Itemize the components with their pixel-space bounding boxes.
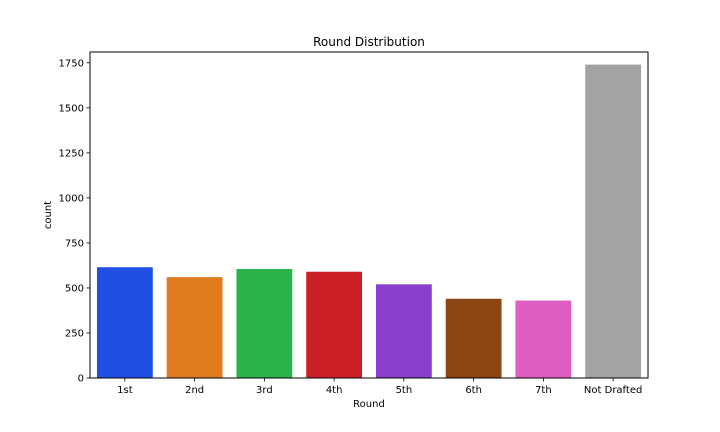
y-axis-label: count [43,201,54,229]
y-tick-label: 500 [65,283,84,294]
y-tick-label: 750 [65,238,84,249]
y-tick-label: 1250 [59,148,84,159]
bar-3rd [236,269,293,378]
x-tick-label: 1st [117,385,133,396]
bar-4th [306,271,363,378]
x-tick-label: 3rd [256,385,273,396]
bar-7th [515,300,572,378]
bar-2nd [166,277,223,378]
y-tick-label: 0 [78,374,84,385]
plot-frame [89,51,649,379]
bar-6th [445,298,502,378]
y-tick-label: 1500 [59,103,84,114]
x-axis-label: Round [353,399,385,410]
chart-title: Round Distribution [313,35,425,49]
bar-1st [96,267,153,378]
x-axis-ticks: 1st 2nd 3rd 4th 5th 6th 7th Not Drafted [117,378,642,396]
bar-not-drafted [585,64,642,379]
bars-group [96,64,642,379]
x-tick-label: 7th [535,385,552,396]
x-tick-label: 4th [326,385,343,396]
x-tick-label: 6th [465,385,482,396]
x-tick-label: Not Drafted [584,385,642,396]
x-tick-label: 2nd [185,385,204,396]
y-tick-label: 1750 [59,58,84,69]
bar-5th [375,284,432,378]
y-tick-label: 1000 [59,193,84,204]
y-tick-label: 250 [65,328,84,339]
x-tick-label: 5th [396,385,413,396]
y-axis-ticks: 0 250 500 750 1000 1250 1500 1750 [59,58,90,385]
